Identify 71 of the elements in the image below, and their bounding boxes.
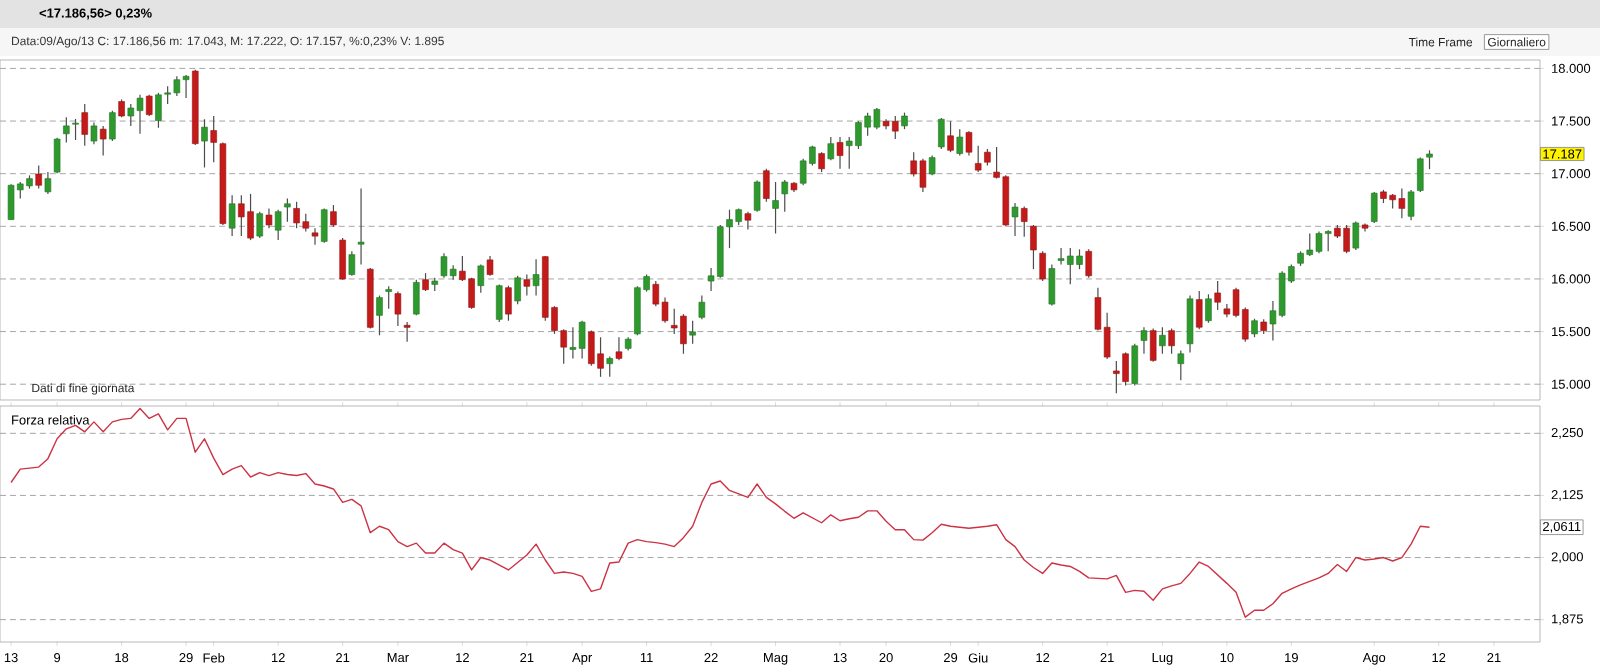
candlestick [348,250,356,277]
candlestick [1370,191,1378,224]
candlestick [44,171,52,195]
candlestick [1195,290,1203,330]
candlestick [385,285,392,310]
candlestick [81,103,88,147]
candlestick [532,258,540,297]
candlestick [753,180,761,213]
candlestick [1159,326,1166,355]
candlestick [413,279,420,316]
candlestick [284,197,291,223]
candlestick [818,151,825,173]
candlestick [1214,280,1221,311]
candlestick [1168,328,1175,355]
candlestick [35,164,42,190]
candlestick [1085,248,1092,279]
candlestick [357,188,365,266]
candlestick [109,110,116,142]
candlestick [689,320,696,345]
candlestick [1177,349,1185,381]
candlestick [827,136,835,161]
candlestick [1205,293,1212,324]
candlestick [320,207,328,244]
candlestick [1352,220,1360,251]
candlestick [974,145,982,173]
candlestick [394,290,402,327]
candlestick [606,355,614,378]
candlestick [210,115,217,163]
candlestick [1186,294,1194,354]
candlestick [1039,250,1046,282]
candlestick [1140,326,1148,355]
candlestick [228,194,236,237]
candlestick [201,118,208,169]
candlestick [477,263,485,294]
candlestick [256,211,263,239]
candlestick [265,207,273,229]
candlestick [505,285,512,322]
candlestick [938,117,945,150]
candlestick [99,125,107,157]
candlestick [1131,343,1139,387]
candlestick [72,118,79,141]
candlestick [311,227,319,246]
candlestick [1048,263,1056,307]
candlestick [1030,224,1037,270]
candlestick [1251,318,1258,338]
candlestick [1407,189,1415,221]
candlestick [698,294,706,320]
candlestick [965,130,973,157]
candlestick [514,275,521,305]
candlestick [274,209,282,241]
candlestick [486,255,494,277]
candlestick [956,128,964,157]
candlestick [772,181,779,235]
candlestick [376,294,383,336]
candlestick [63,116,70,144]
candlestick [403,321,411,343]
candlestick [1417,156,1424,193]
candlestick [90,121,98,145]
candlestick [763,168,770,203]
candlestick [1426,149,1433,170]
candlestick [615,336,623,361]
candlestick [947,120,954,153]
candlestick [1011,202,1019,237]
candlestick [330,204,337,228]
candlestick [1149,328,1157,363]
candlestick [836,136,844,170]
candlestick [339,237,346,281]
candlestick [781,179,789,213]
candlestick [1020,205,1028,238]
candlestick [495,283,503,323]
candlestick [523,273,531,297]
